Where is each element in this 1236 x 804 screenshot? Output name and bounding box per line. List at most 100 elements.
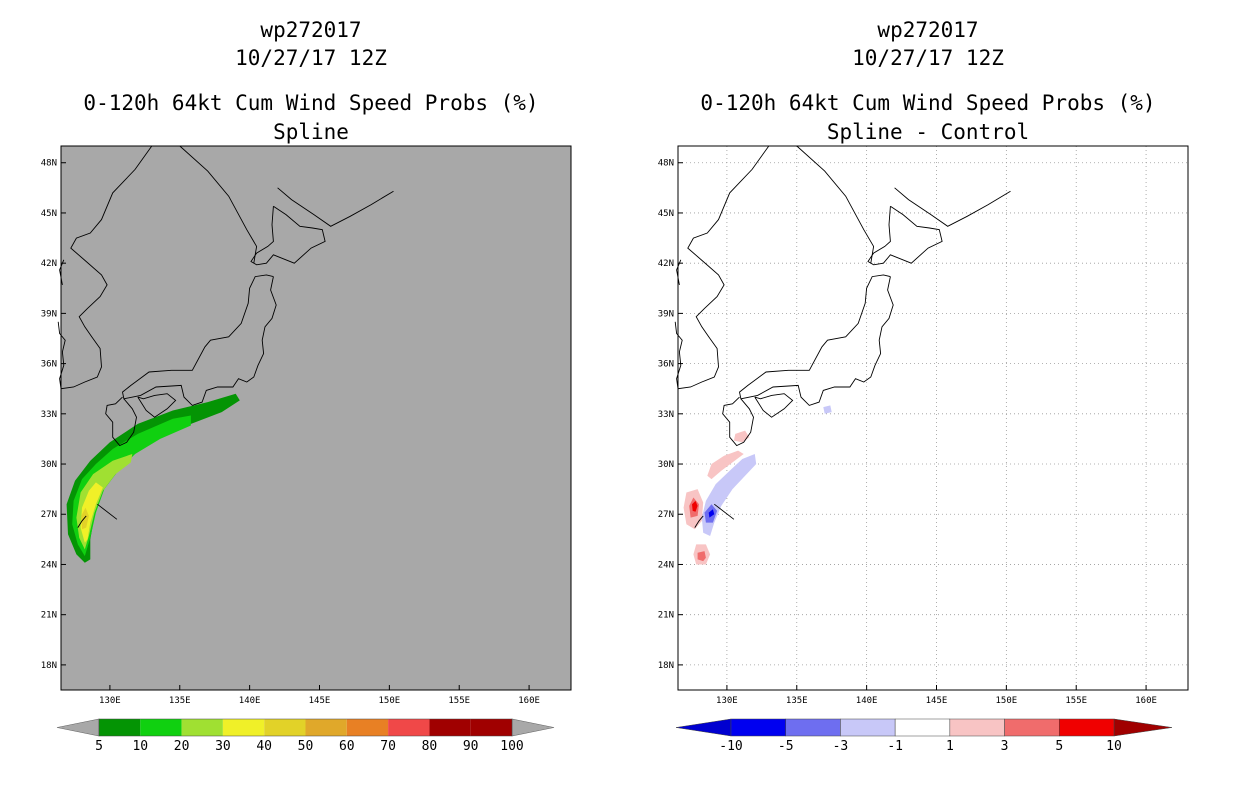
contour-level-20	[76, 454, 133, 550]
coastline-segment	[250, 205, 326, 266]
colorbar-label: 10	[1106, 739, 1122, 754]
colorbar-swatch	[264, 719, 306, 736]
colorbar-swatch	[99, 719, 141, 736]
y-tick-label: 30N	[41, 460, 57, 470]
colorbar-label: 50	[298, 739, 314, 754]
contour-level--5	[708, 509, 715, 518]
colorbar-extend-high	[1113, 718, 1173, 737]
coastline-segment	[694, 515, 704, 528]
y-tick-label: 42N	[41, 259, 57, 269]
colorbar-label: 1	[946, 739, 954, 754]
colorbar-swatch	[305, 719, 347, 736]
axis-ticks: 130E 135E 140E 145E 150E 155E 160E 18N 21N 24N 27N…	[658, 159, 1157, 706]
contour-level-1	[707, 450, 744, 480]
storm-id-left: wp272017	[260, 18, 361, 42]
panel-right: wp272017 10/27/17 12Z 0-120h 64kt Cum Wi…	[658, 18, 1189, 754]
coastline-segment	[122, 274, 277, 406]
colorbar-label: 5	[1055, 739, 1063, 754]
colorbar-swatch	[785, 718, 841, 737]
coastline	[57, 145, 394, 528]
colorbar-swatch	[949, 718, 1005, 737]
y-tick-label: 42N	[658, 259, 674, 269]
y-tick-label: 45N	[658, 209, 674, 219]
coastline-segment	[77, 515, 87, 528]
subtitle-right: Spline - Control	[827, 120, 1029, 144]
colorbar-swatch	[1004, 718, 1060, 737]
coastline-segment	[277, 187, 394, 227]
colorbar-swatch	[894, 718, 951, 737]
contour-level-3	[697, 551, 706, 562]
probability-contours	[66, 393, 240, 563]
colorbar-label: -5	[778, 739, 794, 754]
coastline-segment	[714, 503, 735, 520]
x-tick-label: 145E	[309, 696, 331, 706]
y-tick-label: 36N	[41, 360, 57, 370]
x-tick-label: 135E	[786, 696, 808, 706]
map-background	[61, 146, 571, 690]
x-tick-label: 150E	[379, 696, 401, 706]
y-tick-label: 33N	[41, 410, 57, 420]
gridlines	[678, 146, 1188, 690]
x-tick-label: 130E	[716, 696, 738, 706]
colorbar-extend-low	[56, 718, 100, 737]
colorbar-label: -1	[887, 739, 903, 754]
y-tick-label: 18N	[658, 661, 674, 671]
title-right: 0-120h 64kt Cum Wind Speed Probs (%)	[700, 91, 1155, 115]
x-tick-label: 140E	[856, 696, 878, 706]
contour-level--1	[823, 405, 832, 414]
colorbar-label: 100	[500, 739, 523, 754]
y-tick-label: 45N	[41, 209, 57, 219]
coastline-segment	[722, 396, 754, 447]
y-tick-label: 39N	[658, 309, 674, 319]
map-frame	[677, 145, 1189, 691]
map-frame	[60, 145, 572, 691]
axis-ticks: 130E 135E 140E 145E 150E 155E 160E 18N 21N 24N 27N…	[41, 159, 540, 706]
colorbar-swatch	[346, 719, 389, 736]
colorbar-label: 80	[422, 739, 438, 754]
coastline-segment	[97, 503, 118, 520]
y-tick-label: 27N	[41, 510, 57, 520]
colorbar: 5 10 20 30 40 50 60 70 80 90 100	[56, 718, 555, 754]
colorbar-swatch	[429, 719, 471, 736]
colorbar-label: 30	[215, 739, 231, 754]
coastline-segment	[867, 205, 943, 266]
contour-level-5	[692, 500, 698, 512]
colorbar-label: 10	[132, 739, 148, 754]
coastline-segment	[105, 396, 137, 447]
datetime-left: 10/27/17 12Z	[235, 46, 387, 70]
y-tick-label: 36N	[658, 360, 674, 370]
y-tick-label: 21N	[658, 611, 674, 621]
x-tick-label: 140E	[239, 696, 261, 706]
colorbar-label: 20	[174, 739, 190, 754]
x-tick-label: 155E	[1065, 696, 1087, 706]
map-background	[678, 146, 1188, 690]
coastline-segment	[739, 274, 894, 406]
y-tick-label: 33N	[658, 410, 674, 420]
coastline-segment	[754, 393, 794, 418]
colorbar-extend-high	[511, 718, 555, 737]
y-tick-label: 27N	[658, 510, 674, 520]
colorbar-label: 40	[256, 739, 272, 754]
x-tick-label: 155E	[448, 696, 470, 706]
colorbar-swatch	[470, 719, 512, 736]
coastline-segment	[796, 145, 875, 264]
y-tick-label: 21N	[41, 611, 57, 621]
colorbar-label: 90	[463, 739, 479, 754]
colorbar-swatch	[140, 719, 182, 736]
colorbar-label: 5	[95, 739, 103, 754]
colorbar-extend-low	[675, 718, 732, 737]
colorbar-label: 60	[339, 739, 355, 754]
coastline-segment	[894, 187, 1011, 227]
contour-level-40	[81, 507, 89, 530]
colorbar: -10 -5 -3 -1 1 3 5 10	[675, 718, 1173, 754]
x-tick-label: 145E	[926, 696, 948, 706]
y-tick-label: 24N	[658, 560, 674, 570]
y-tick-label: 48N	[41, 159, 57, 169]
x-tick-label: 160E	[518, 696, 540, 706]
x-tick-label: 130E	[99, 696, 121, 706]
y-tick-label: 24N	[41, 560, 57, 570]
colorbar-swatch	[388, 719, 430, 736]
colorbar-swatch	[1059, 718, 1115, 737]
colorbar-swatch	[840, 718, 896, 737]
